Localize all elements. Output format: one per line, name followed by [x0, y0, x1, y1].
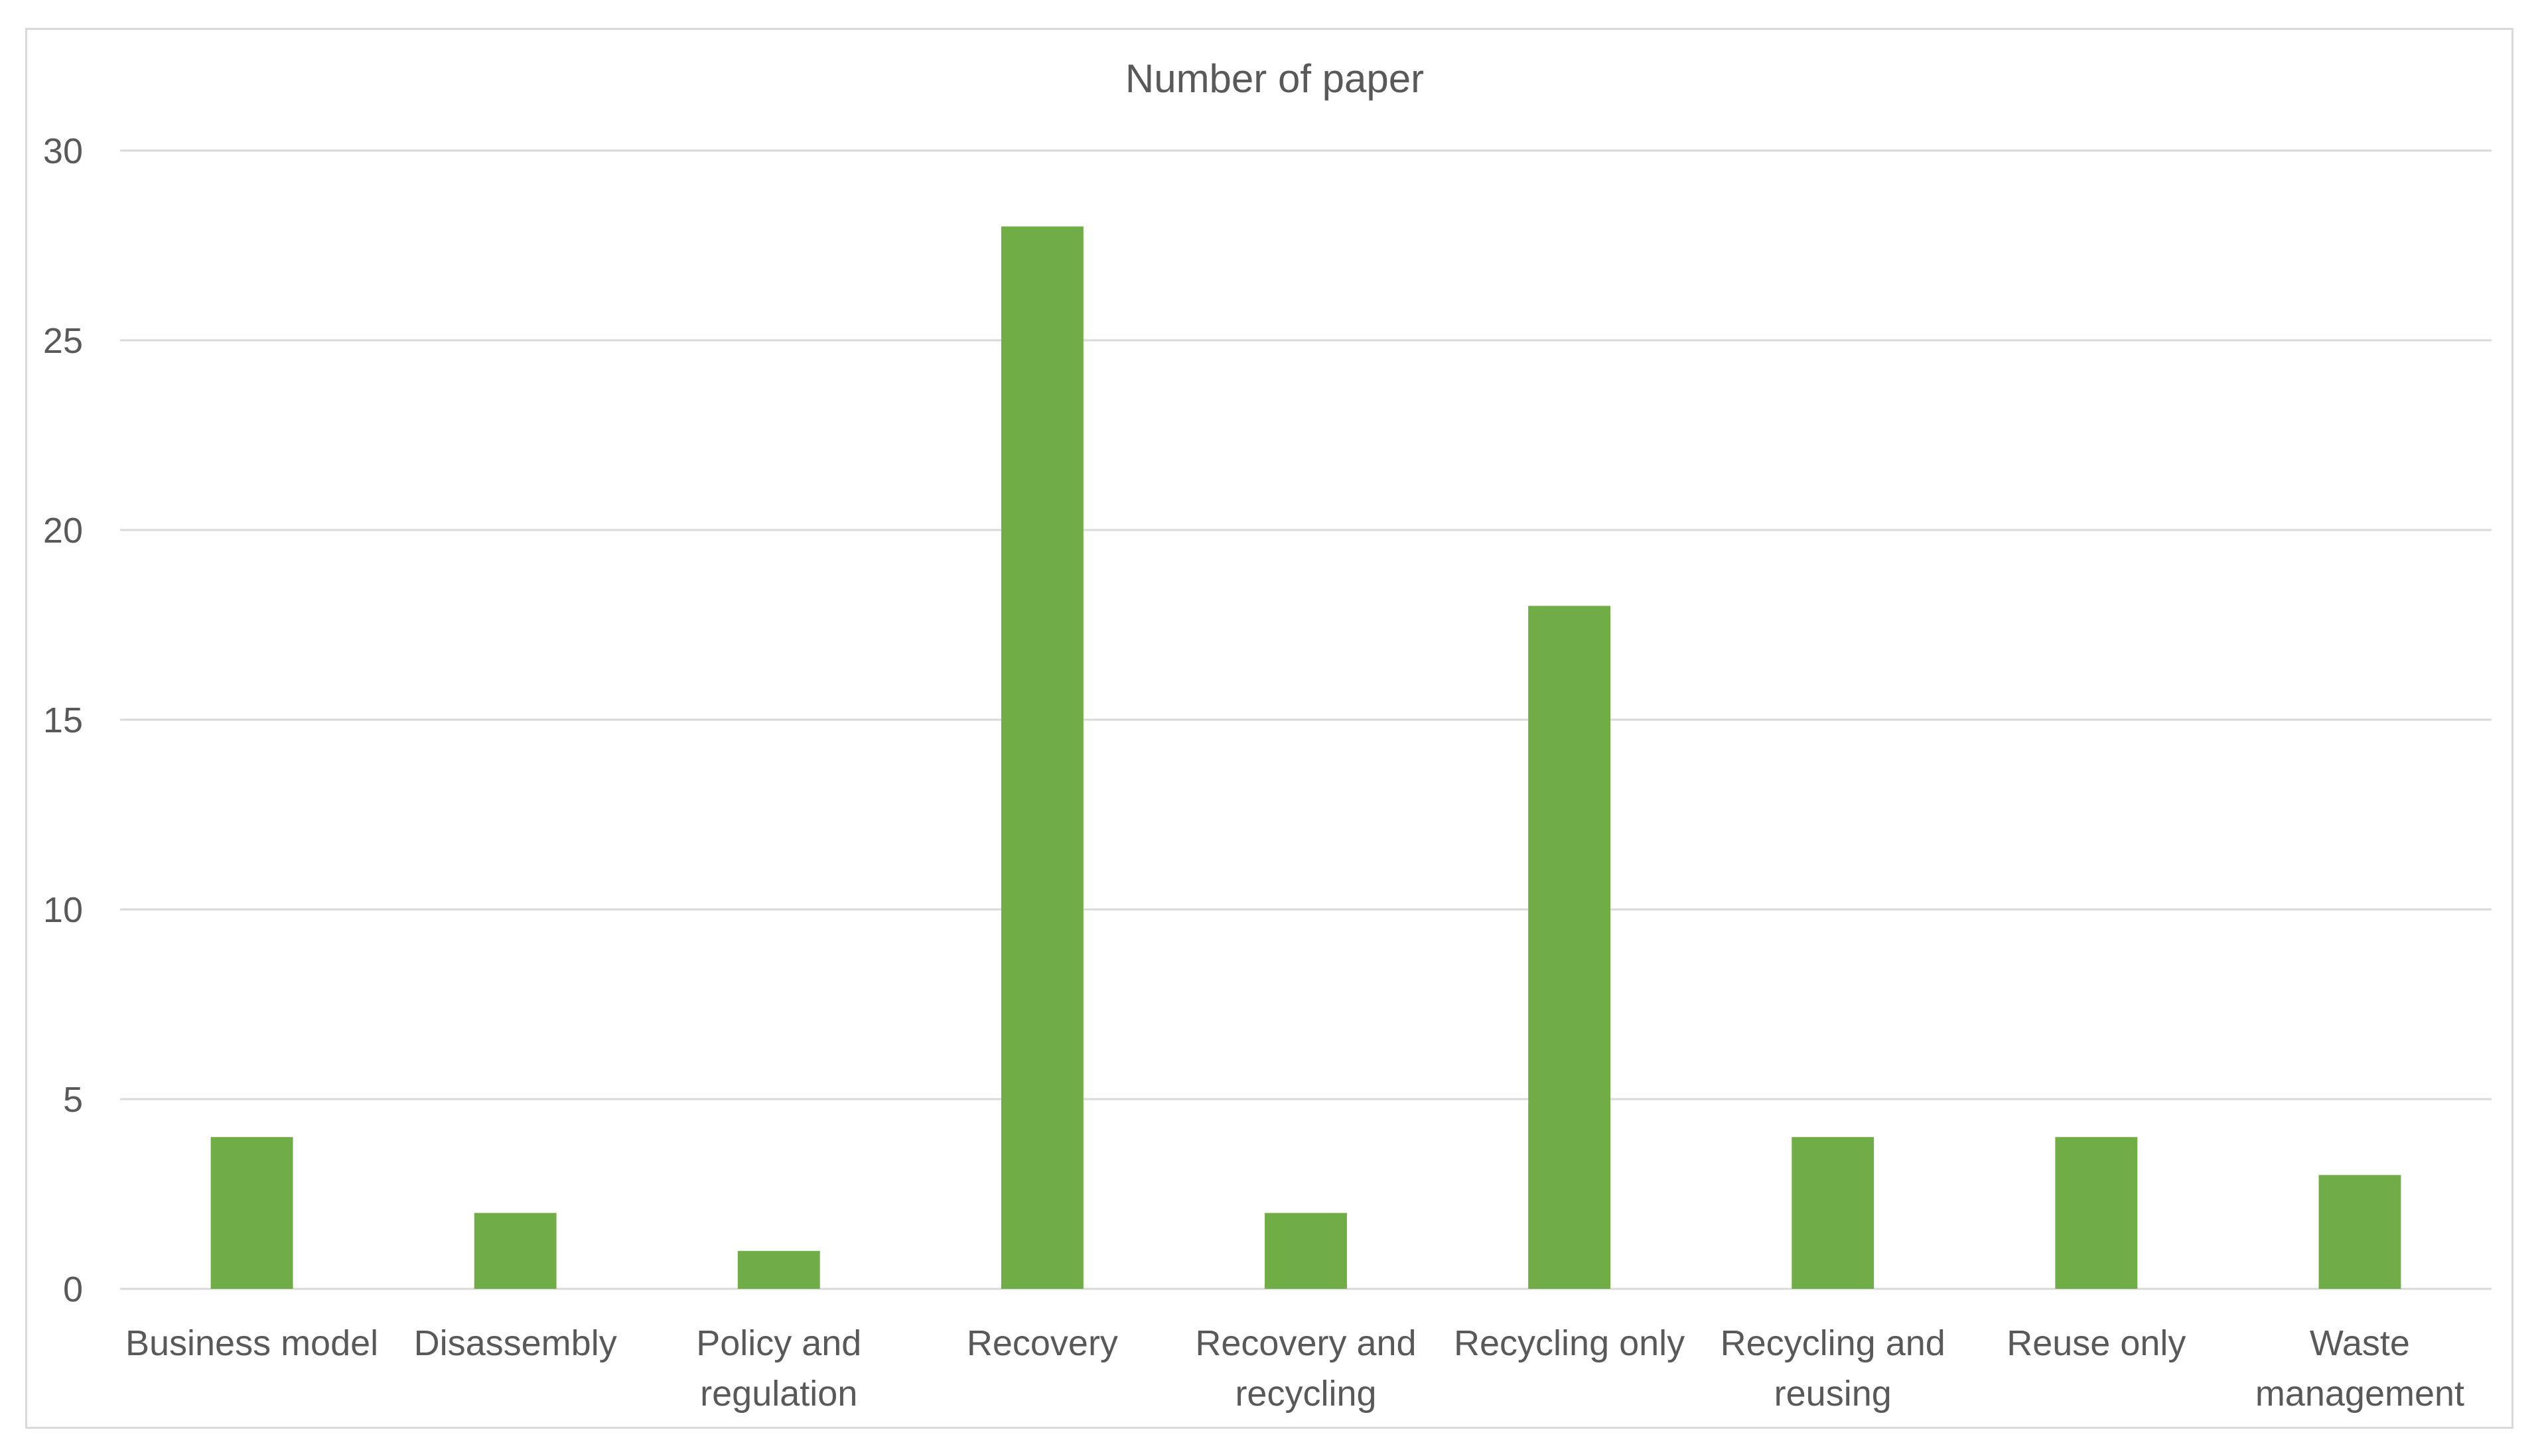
bar [1001, 226, 1084, 1289]
bar [1792, 1137, 1874, 1289]
x-category-label: Business model [125, 1323, 378, 1363]
x-category-label: Policy and regulation [696, 1323, 861, 1414]
bar [2318, 1175, 2401, 1289]
y-tick-label: 15 [43, 700, 83, 740]
x-category-label: Recovery [967, 1323, 1118, 1363]
bars [210, 226, 2401, 1289]
y-tick-label: 10 [43, 890, 83, 930]
bar [474, 1213, 557, 1289]
bar [1528, 606, 1611, 1289]
gridlines [120, 149, 2492, 1290]
y-tick-label: 20 [43, 511, 83, 551]
y-tick-label: 0 [63, 1270, 83, 1309]
x-axis-labels: Business model Disassembly Policy and regul… [125, 1323, 2464, 1414]
x-category-label: Recycling and reusing [1721, 1323, 1945, 1414]
bar [2055, 1137, 2138, 1289]
bar-chart: Number of paper 0 5 10 15 20 25 30 Business mo… [43, 56, 2492, 1414]
x-category-label: Recycling only [1454, 1323, 1685, 1363]
chart-frame: Number of paper 0 5 10 15 20 25 30 Business mo… [25, 28, 2513, 1429]
bar [210, 1137, 293, 1289]
y-tick-label: 5 [63, 1080, 83, 1120]
x-category-label: Disassembly [414, 1323, 617, 1363]
x-category-label: Reuse only [2007, 1323, 2186, 1363]
bar [737, 1250, 820, 1289]
y-tick-label: 25 [43, 321, 83, 361]
bar [1265, 1213, 1347, 1289]
y-axis-ticks: 0 5 10 15 20 25 30 [43, 131, 83, 1309]
y-tick-label: 30 [43, 131, 83, 171]
x-category-label: Recovery and recycling [1195, 1323, 1416, 1414]
x-category-label: Waste management [2255, 1323, 2464, 1414]
chart-title: Number of paper [1125, 56, 1424, 101]
